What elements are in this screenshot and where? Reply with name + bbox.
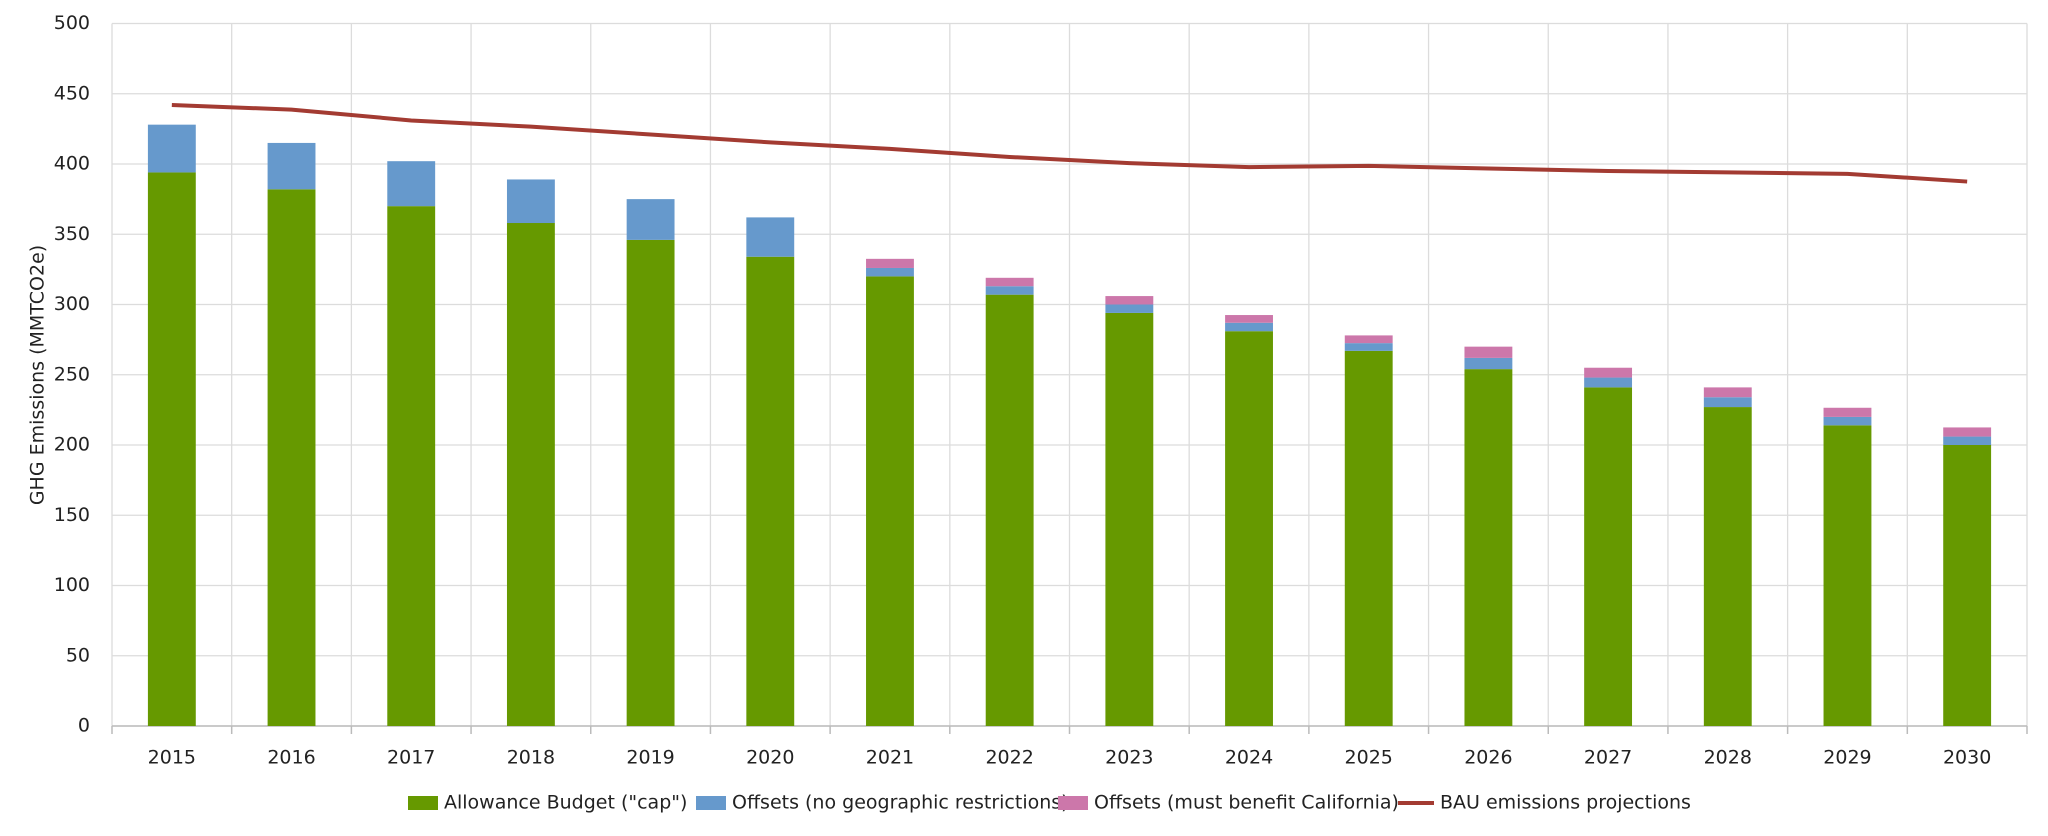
bar-segment <box>985 286 1034 295</box>
line-series <box>171 102 1968 184</box>
x-tick-label: 2017 <box>387 747 435 769</box>
bar-segment <box>506 179 555 224</box>
y-axis-label: GHG Emissions (MMTCO2e) <box>27 245 49 505</box>
x-tick-label: 2030 <box>1943 747 1991 769</box>
bar-segment <box>1105 296 1154 305</box>
legend-label: Offsets (must benefit California) <box>1094 792 1399 814</box>
y-tick-label: 350 <box>54 223 90 245</box>
bar-segment <box>1943 427 1992 437</box>
bar-segment <box>1464 346 1513 358</box>
bar-segment <box>985 277 1034 287</box>
bar-segment <box>626 199 675 240</box>
legend-swatch <box>1058 796 1088 810</box>
bar-segment <box>1703 407 1752 726</box>
bar-segment <box>1225 331 1273 726</box>
y-tick-label: 50 <box>66 644 90 666</box>
x-tick-label: 2018 <box>507 747 555 769</box>
bar-segment <box>387 206 436 726</box>
y-tick-label: 150 <box>54 504 90 526</box>
y-tick-label: 400 <box>54 153 90 175</box>
bar-segment <box>626 239 675 726</box>
bar-segment <box>1823 416 1872 426</box>
legend-label: BAU emissions projections <box>1440 792 1691 814</box>
bar-segment <box>1584 387 1633 726</box>
x-tick-label: 2021 <box>866 747 914 769</box>
y-tick-label: 500 <box>54 12 90 34</box>
bar-segment <box>746 217 795 257</box>
bar-segment <box>1105 312 1154 726</box>
x-tick-label: 2023 <box>1105 747 1153 769</box>
bar-segment <box>746 256 795 726</box>
bar-segment <box>1584 377 1633 388</box>
x-tick-label: 2015 <box>148 747 196 769</box>
x-tick-label: 2028 <box>1704 747 1752 769</box>
bar-segment <box>1464 357 1513 370</box>
legend-label: Offsets (no geographic restrictions) <box>732 792 1069 814</box>
bar-segment <box>1823 407 1872 417</box>
bar-segment <box>1344 350 1393 726</box>
y-tick-label: 100 <box>54 574 90 596</box>
bar-segment <box>506 223 555 726</box>
x-tick-label: 2024 <box>1225 747 1273 769</box>
bar-segment <box>267 189 316 727</box>
bar-segment <box>1823 425 1872 726</box>
bar-segment <box>1225 315 1273 323</box>
bar-segment <box>1943 436 1992 445</box>
legend-label: Allowance Budget ("cap") <box>444 792 687 814</box>
bar-segment <box>1943 445 1992 726</box>
y-tick-label: 200 <box>54 434 90 456</box>
bar-segment <box>1703 397 1752 408</box>
legend-swatch <box>408 796 438 810</box>
x-tick-label: 2019 <box>626 747 674 769</box>
x-tick-label: 2027 <box>1584 747 1632 769</box>
bar-segment <box>1703 387 1752 398</box>
bar-segment <box>1464 369 1513 726</box>
bar-segment <box>1105 304 1154 313</box>
bar-segment <box>147 124 196 173</box>
x-tick-label: 2022 <box>985 747 1033 769</box>
bar-segment <box>267 142 316 190</box>
bar-segment <box>866 258 914 268</box>
bar-segment <box>387 161 436 207</box>
legend-swatch <box>696 796 726 810</box>
y-tick-label: 300 <box>54 293 90 315</box>
bar-segment <box>1344 343 1393 351</box>
bar-segment <box>1584 367 1633 378</box>
x-tick-label: 2020 <box>746 747 794 769</box>
x-tick-label: 2029 <box>1823 747 1871 769</box>
y-tick-label: 0 <box>78 715 90 737</box>
bar-segment <box>866 276 914 726</box>
bar-segment <box>1225 322 1273 332</box>
x-tick-label: 2016 <box>267 747 315 769</box>
bar-segment <box>1344 335 1393 344</box>
bar-segment <box>985 294 1034 726</box>
y-tick-label: 250 <box>54 363 90 385</box>
bar-segment <box>147 172 196 726</box>
x-tick-label: 2025 <box>1345 747 1393 769</box>
bar-segment <box>866 267 914 277</box>
y-tick-label: 450 <box>54 82 90 104</box>
x-tick-label: 2026 <box>1464 747 1512 769</box>
